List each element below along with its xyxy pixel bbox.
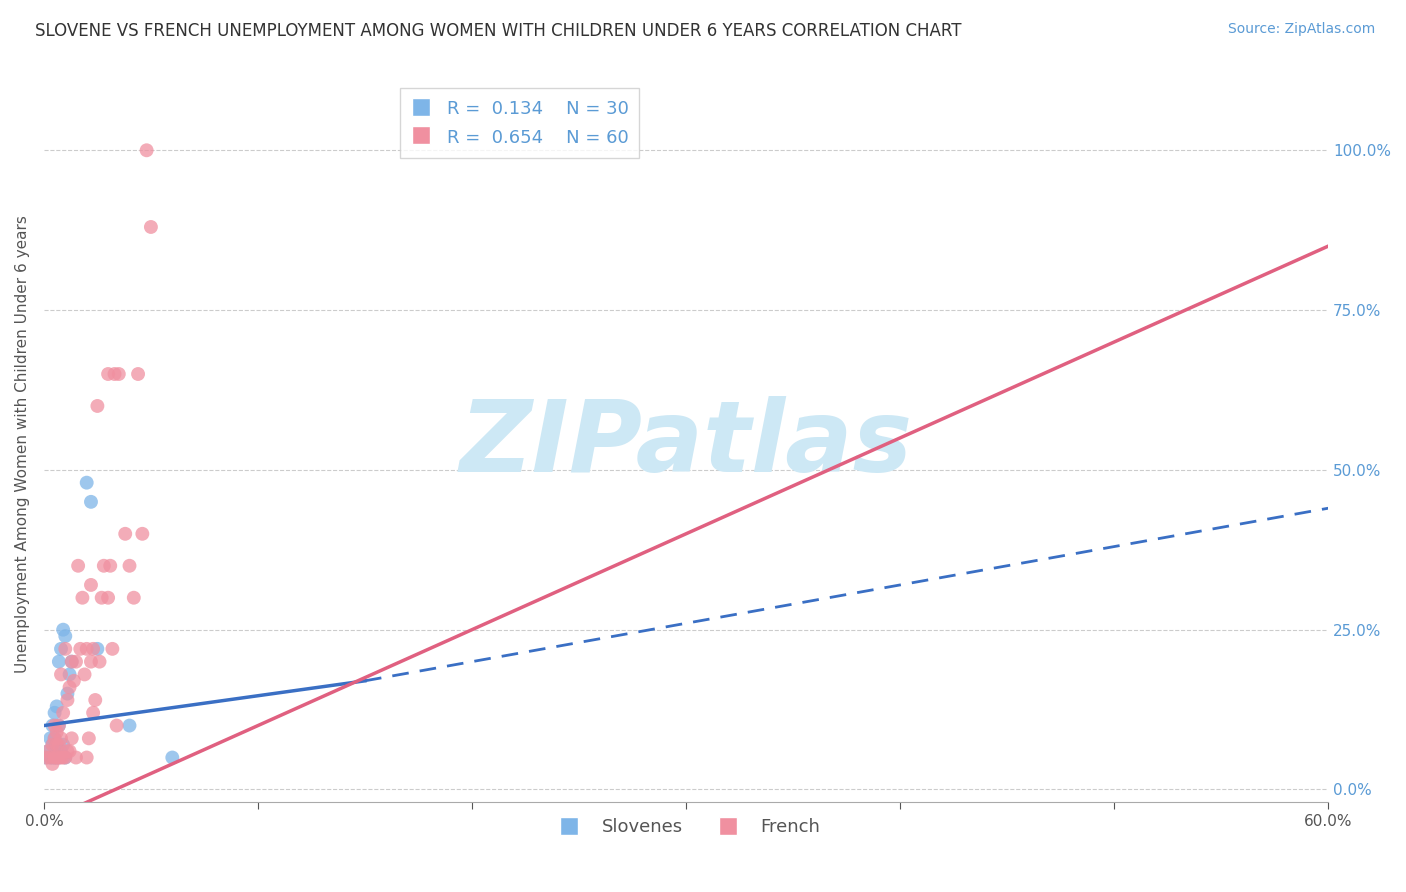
Point — [44, 750, 66, 764]
Point — [105, 718, 128, 732]
Point — [58, 744, 80, 758]
Point — [44, 731, 66, 746]
Point — [44, 706, 66, 720]
Legend: Slovenes, French: Slovenes, French — [544, 811, 828, 843]
Point — [107, 367, 129, 381]
Point — [72, 591, 94, 605]
Point — [86, 399, 108, 413]
Point — [73, 667, 96, 681]
Point — [56, 744, 79, 758]
Point — [135, 143, 157, 157]
Point — [93, 558, 115, 573]
Point — [82, 706, 104, 720]
Point — [60, 655, 83, 669]
Point — [76, 641, 98, 656]
Point — [48, 718, 70, 732]
Point — [52, 623, 75, 637]
Point — [44, 750, 66, 764]
Point — [82, 641, 104, 656]
Point — [67, 558, 90, 573]
Point — [98, 558, 121, 573]
Point — [35, 750, 58, 764]
Point — [127, 367, 149, 381]
Point — [44, 731, 66, 746]
Point — [49, 744, 72, 758]
Point — [48, 718, 70, 732]
Point — [84, 693, 107, 707]
Point — [58, 680, 80, 694]
Y-axis label: Unemployment Among Women with Children Under 6 years: Unemployment Among Women with Children U… — [15, 215, 30, 673]
Point — [39, 750, 62, 764]
Point — [103, 367, 125, 381]
Point — [53, 629, 76, 643]
Point — [58, 667, 80, 681]
Point — [122, 591, 145, 605]
Point — [69, 641, 91, 656]
Point — [44, 718, 66, 732]
Point — [56, 693, 79, 707]
Point — [86, 641, 108, 656]
Point — [35, 750, 58, 764]
Point — [76, 475, 98, 490]
Text: SLOVENE VS FRENCH UNEMPLOYMENT AMONG WOMEN WITH CHILDREN UNDER 6 YEARS CORRELATI: SLOVENE VS FRENCH UNEMPLOYMENT AMONG WOM… — [35, 22, 962, 40]
Point — [65, 655, 87, 669]
Point — [48, 655, 70, 669]
Point — [65, 750, 87, 764]
Point — [45, 750, 67, 764]
Point — [52, 750, 75, 764]
Point — [45, 750, 67, 764]
Point — [48, 738, 70, 752]
Point — [49, 750, 72, 764]
Point — [80, 655, 103, 669]
Point — [45, 699, 67, 714]
Point — [41, 738, 63, 752]
Point — [53, 750, 76, 764]
Point — [131, 526, 153, 541]
Point — [45, 725, 67, 739]
Text: ZIPatlas: ZIPatlas — [460, 396, 912, 492]
Point — [97, 367, 120, 381]
Point — [114, 526, 136, 541]
Point — [63, 673, 86, 688]
Point — [60, 731, 83, 746]
Point — [49, 667, 72, 681]
Point — [60, 655, 83, 669]
Point — [118, 558, 141, 573]
Point — [41, 718, 63, 732]
Point — [89, 655, 111, 669]
Point — [41, 756, 63, 771]
Point — [49, 731, 72, 746]
Point — [101, 641, 124, 656]
Point — [37, 744, 59, 758]
Point — [56, 687, 79, 701]
Point — [80, 495, 103, 509]
Point — [162, 750, 184, 764]
Point — [53, 750, 76, 764]
Point — [53, 641, 76, 656]
Point — [45, 738, 67, 752]
Point — [77, 731, 100, 746]
Point — [49, 641, 72, 656]
Point — [45, 738, 67, 752]
Point — [48, 750, 70, 764]
Point — [48, 750, 70, 764]
Point — [118, 718, 141, 732]
Point — [41, 738, 63, 752]
Point — [76, 750, 98, 764]
Point — [52, 706, 75, 720]
Point — [41, 750, 63, 764]
Point — [52, 738, 75, 752]
Point — [37, 744, 59, 758]
Point — [39, 750, 62, 764]
Text: Source: ZipAtlas.com: Source: ZipAtlas.com — [1227, 22, 1375, 37]
Point — [90, 591, 112, 605]
Point — [97, 591, 120, 605]
Point — [139, 219, 162, 234]
Point — [39, 731, 62, 746]
Point — [80, 578, 103, 592]
